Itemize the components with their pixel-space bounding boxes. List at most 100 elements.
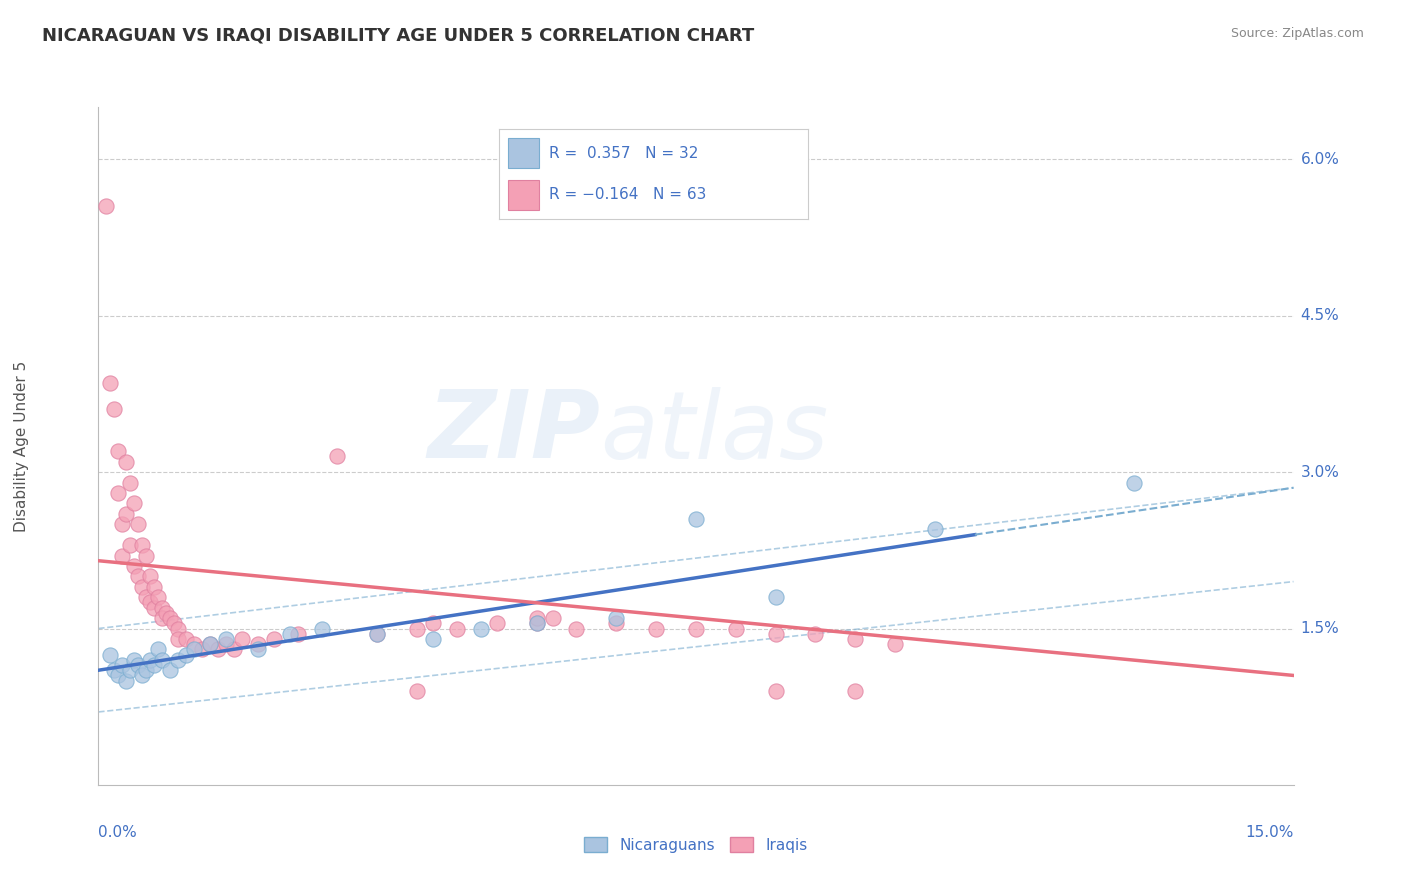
Text: 6.0%: 6.0% (1301, 152, 1340, 167)
Point (107, 668, 129, 682)
Point (124, 653, 146, 667)
Point (366, 626, 388, 640)
Text: 0.0%: 0.0% (98, 825, 138, 840)
Point (422, 616, 444, 631)
Point (246, 642, 269, 657)
Point (163, 616, 186, 631)
Text: atlas: atlas (600, 387, 828, 478)
Point (159, 663, 181, 677)
Point (167, 632, 190, 646)
Point (120, 663, 142, 677)
Point (485, 616, 508, 631)
Text: NICARAGUAN VS IRAQI DISABILITY AGE UNDER 5 CORRELATION CHART: NICARAGUAN VS IRAQI DISABILITY AGE UNDER… (42, 27, 755, 45)
Point (406, 684, 429, 698)
Point (103, 663, 125, 677)
Point (155, 606, 177, 620)
Text: R =  0.357   N = 32: R = 0.357 N = 32 (548, 146, 697, 161)
Point (96, 199, 118, 213)
Point (765, 626, 787, 640)
Text: 15.0%: 15.0% (1246, 825, 1294, 840)
Point (120, 475, 142, 490)
Point (183, 637, 205, 651)
Point (143, 600, 166, 615)
Point (446, 622, 468, 636)
Point (844, 684, 866, 698)
Point (526, 616, 548, 631)
Point (167, 622, 190, 636)
Point (120, 538, 142, 552)
Point (127, 658, 149, 673)
FancyBboxPatch shape (509, 180, 540, 210)
Point (115, 673, 138, 688)
Text: 4.5%: 4.5% (1301, 308, 1340, 323)
Point (150, 600, 173, 615)
Text: R = −0.164   N = 63: R = −0.164 N = 63 (548, 187, 706, 202)
Point (148, 591, 170, 605)
Point (526, 616, 548, 631)
Point (1123, 475, 1146, 490)
Point (107, 444, 129, 458)
Point (148, 642, 170, 657)
Point (131, 580, 153, 594)
Text: 1.5%: 1.5% (1301, 621, 1340, 636)
Text: Disability Age Under 5: Disability Age Under 5 (14, 360, 28, 532)
Point (366, 626, 388, 640)
Point (422, 632, 444, 646)
Point (198, 637, 221, 651)
Point (924, 523, 946, 537)
Point (143, 580, 166, 594)
Point (287, 626, 309, 640)
Point (135, 549, 157, 563)
Point (207, 642, 229, 657)
Point (115, 507, 138, 521)
Point (143, 658, 166, 673)
Point (135, 663, 157, 677)
Point (111, 658, 134, 673)
Point (139, 595, 162, 609)
Point (111, 549, 134, 563)
Point (191, 642, 214, 657)
Point (215, 637, 238, 651)
FancyBboxPatch shape (509, 138, 540, 168)
Point (470, 622, 492, 636)
Point (605, 611, 627, 625)
Point (124, 496, 146, 510)
Point (150, 653, 173, 667)
Point (174, 632, 197, 646)
Point (263, 632, 285, 646)
Point (107, 486, 129, 500)
Point (135, 591, 157, 605)
Point (246, 637, 269, 651)
Point (311, 622, 333, 636)
Point (222, 642, 245, 657)
Point (685, 512, 707, 526)
Point (150, 611, 173, 625)
Point (526, 611, 548, 625)
Text: Source: ZipAtlas.com: Source: ZipAtlas.com (1230, 27, 1364, 40)
Point (131, 668, 153, 682)
Point (231, 632, 253, 646)
Point (326, 450, 349, 464)
Point (765, 684, 787, 698)
Point (605, 616, 627, 631)
Point (406, 622, 429, 636)
Point (844, 632, 866, 646)
Point (183, 642, 205, 657)
Point (159, 611, 181, 625)
Legend: Nicaraguans, Iraqis: Nicaraguans, Iraqis (578, 830, 814, 859)
Text: ZIP: ZIP (427, 386, 600, 478)
Point (115, 455, 138, 469)
Point (724, 622, 747, 636)
Point (541, 611, 564, 625)
Point (685, 622, 707, 636)
Point (167, 653, 190, 667)
Point (139, 653, 162, 667)
Point (124, 558, 146, 573)
Point (131, 538, 153, 552)
Point (127, 517, 149, 532)
Point (198, 637, 221, 651)
Point (765, 591, 787, 605)
Point (565, 622, 588, 636)
Point (645, 622, 668, 636)
Point (278, 626, 301, 640)
